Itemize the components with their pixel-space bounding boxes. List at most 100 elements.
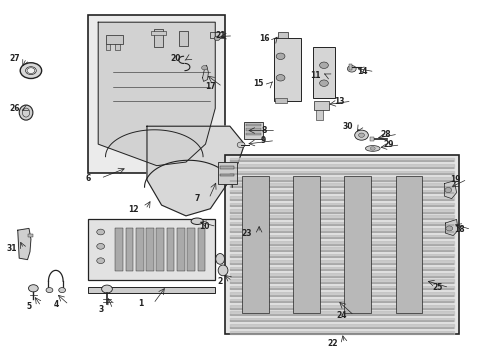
- Bar: [178, 31, 188, 45]
- Circle shape: [25, 67, 36, 75]
- Polygon shape: [147, 126, 244, 216]
- Text: 1: 1: [138, 299, 143, 308]
- Bar: [245, 133, 260, 135]
- Text: 11: 11: [309, 71, 320, 80]
- Text: 19: 19: [449, 175, 460, 184]
- Polygon shape: [98, 22, 215, 166]
- Bar: [313, 101, 329, 110]
- Bar: [88, 15, 224, 173]
- Bar: [156, 228, 164, 271]
- Bar: [316, 110, 323, 120]
- Bar: [210, 32, 224, 39]
- Bar: [274, 98, 286, 103]
- Circle shape: [20, 63, 41, 78]
- Bar: [277, 32, 288, 39]
- Text: 10: 10: [199, 222, 209, 231]
- Bar: [115, 44, 120, 50]
- Bar: [154, 30, 163, 47]
- Circle shape: [358, 133, 364, 137]
- Text: 18: 18: [453, 225, 464, 234]
- Bar: [177, 228, 184, 271]
- Text: 21: 21: [215, 31, 226, 40]
- Polygon shape: [18, 228, 31, 260]
- Bar: [245, 124, 260, 126]
- Circle shape: [444, 188, 451, 193]
- Bar: [348, 64, 351, 70]
- Circle shape: [97, 243, 104, 249]
- Text: 4: 4: [54, 300, 59, 309]
- Text: 27: 27: [9, 54, 20, 63]
- Text: 31: 31: [6, 244, 17, 253]
- Circle shape: [276, 75, 285, 81]
- Circle shape: [369, 147, 374, 150]
- Text: 15: 15: [252, 80, 263, 89]
- Bar: [27, 234, 33, 237]
- Circle shape: [102, 285, 112, 293]
- Bar: [244, 122, 263, 139]
- Bar: [395, 176, 422, 313]
- Text: 29: 29: [382, 140, 393, 149]
- Text: 8: 8: [261, 126, 266, 135]
- Circle shape: [59, 288, 65, 293]
- Text: 13: 13: [334, 96, 344, 105]
- Bar: [217, 162, 237, 184]
- Bar: [242, 176, 268, 313]
- Circle shape: [319, 62, 328, 68]
- Circle shape: [46, 288, 53, 293]
- Bar: [146, 228, 154, 271]
- Circle shape: [354, 130, 367, 140]
- Text: 7: 7: [194, 194, 199, 203]
- Bar: [125, 228, 133, 271]
- Bar: [105, 35, 122, 44]
- Bar: [197, 228, 205, 271]
- Text: 30: 30: [342, 122, 352, 131]
- Circle shape: [97, 258, 104, 264]
- Ellipse shape: [365, 145, 379, 151]
- Bar: [312, 47, 334, 98]
- Ellipse shape: [215, 253, 224, 264]
- Polygon shape: [202, 65, 208, 81]
- Bar: [293, 176, 320, 313]
- Circle shape: [214, 36, 220, 41]
- Bar: [151, 31, 165, 35]
- Text: 3: 3: [98, 305, 103, 314]
- Bar: [344, 176, 370, 313]
- Ellipse shape: [191, 218, 203, 225]
- Text: 2: 2: [217, 276, 223, 285]
- Bar: [115, 228, 123, 271]
- Text: 17: 17: [204, 82, 215, 91]
- Text: 24: 24: [336, 311, 346, 320]
- Text: 20: 20: [170, 54, 180, 63]
- Bar: [187, 228, 195, 271]
- Polygon shape: [445, 220, 457, 235]
- Text: 25: 25: [431, 283, 441, 292]
- Text: 14: 14: [357, 67, 367, 76]
- Text: 26: 26: [9, 104, 20, 113]
- Bar: [273, 39, 300, 101]
- Text: 9: 9: [260, 136, 265, 145]
- Circle shape: [319, 80, 328, 86]
- Bar: [166, 228, 174, 271]
- Text: 16: 16: [258, 34, 269, 43]
- Circle shape: [28, 285, 38, 292]
- Bar: [369, 136, 373, 141]
- Bar: [219, 174, 234, 176]
- Text: 6: 6: [86, 174, 91, 183]
- Circle shape: [201, 66, 207, 70]
- Ellipse shape: [218, 265, 227, 276]
- Text: 23: 23: [241, 229, 252, 238]
- Bar: [88, 220, 215, 280]
- Text: 12: 12: [128, 205, 138, 214]
- Text: 28: 28: [380, 130, 390, 139]
- Bar: [219, 166, 234, 169]
- Bar: [88, 287, 215, 293]
- Circle shape: [237, 142, 244, 148]
- Circle shape: [276, 53, 285, 59]
- Circle shape: [346, 66, 355, 72]
- Bar: [224, 155, 458, 334]
- Bar: [105, 44, 110, 50]
- Circle shape: [445, 226, 452, 231]
- Circle shape: [97, 229, 104, 235]
- Text: 22: 22: [326, 339, 337, 348]
- Bar: [136, 228, 143, 271]
